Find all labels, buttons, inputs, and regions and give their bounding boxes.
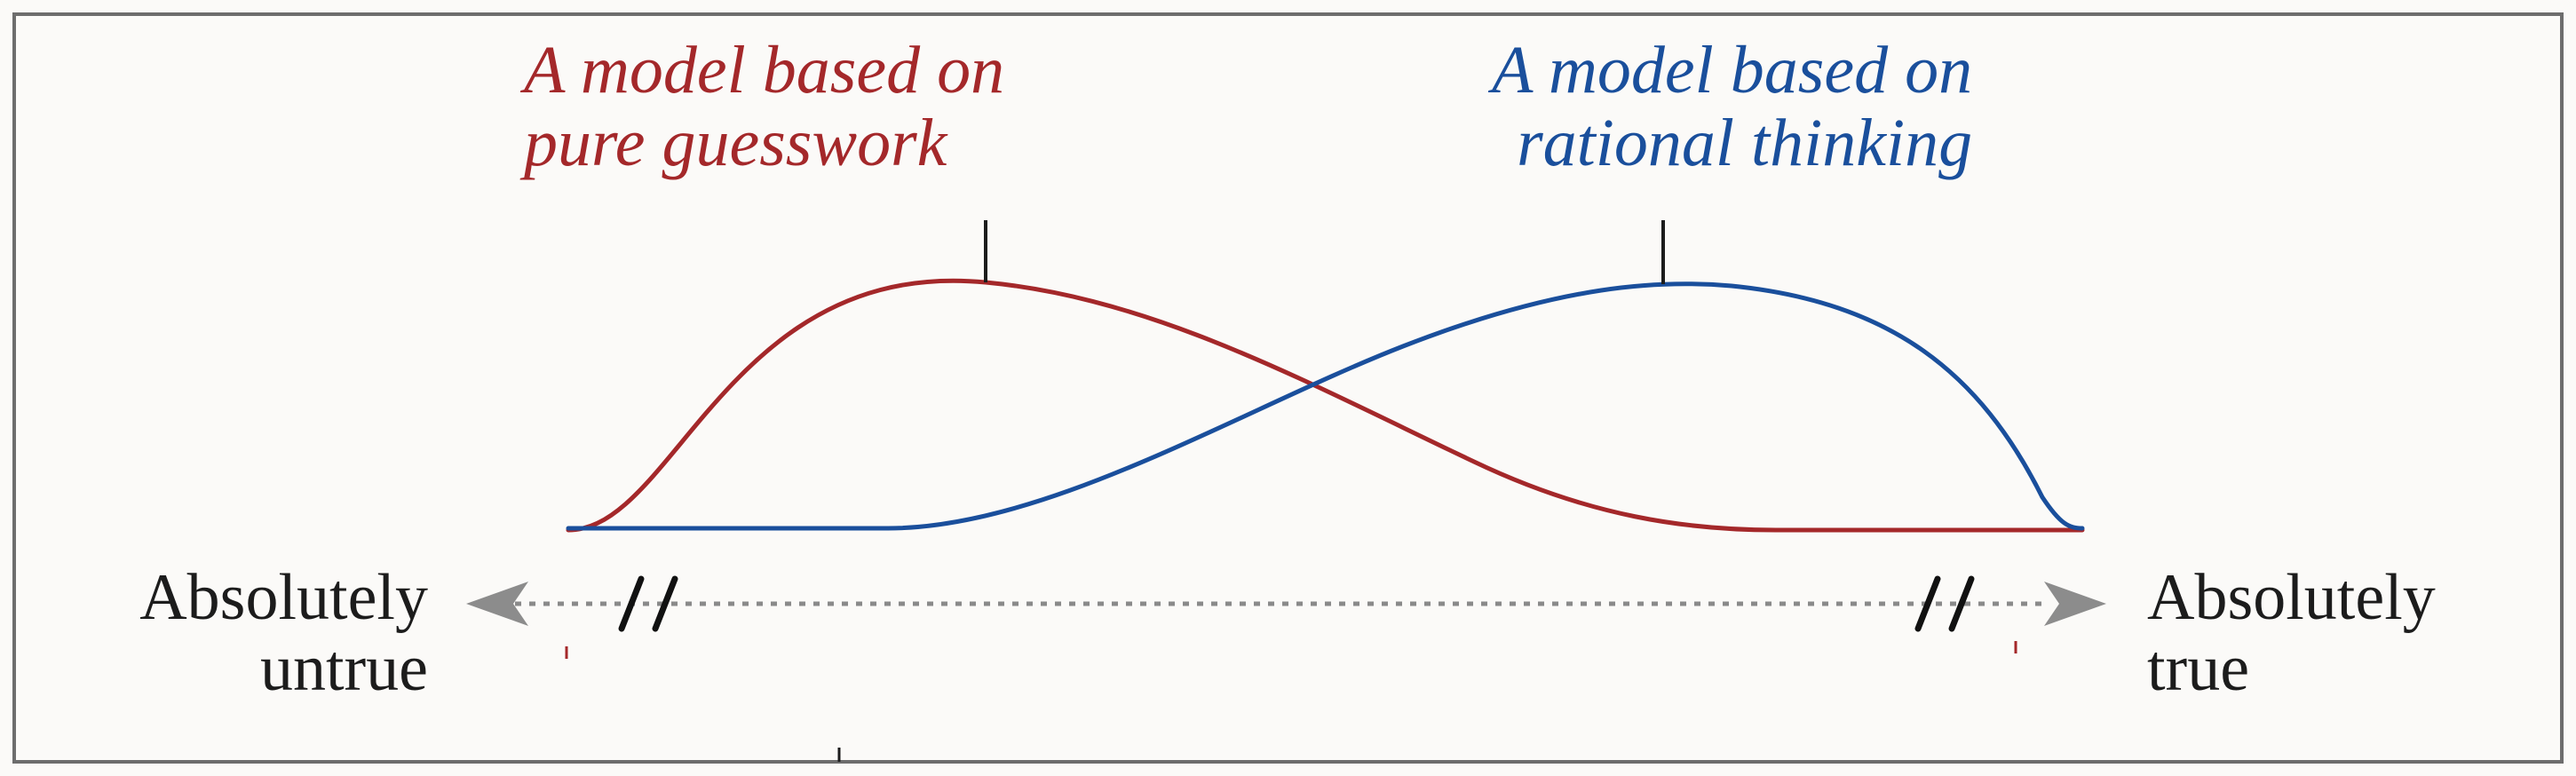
absolutely-true-label: Absolutely true	[2147, 561, 2436, 705]
axis-break-left	[618, 575, 678, 632]
diagram-frame	[12, 12, 2564, 764]
true-label-line2: true	[2147, 631, 2250, 705]
guesswork-model-label: A model based on pure guesswork	[524, 34, 1004, 179]
untrue-label-line2: untrue	[259, 631, 428, 705]
rational-label-line2: rational thinking	[1517, 106, 1973, 181]
axis-right-arrowhead	[2044, 582, 2106, 626]
guesswork-label-line2: pure guesswork	[524, 106, 947, 181]
absolutely-untrue-label: Absolutely untrue	[55, 561, 428, 705]
untrue-label-line1: Absolutely	[139, 561, 428, 634]
guesswork-label-line1: A model based on	[524, 33, 1005, 107]
true-label-line1: Absolutely	[2147, 561, 2436, 634]
axis-left-arrowhead	[466, 582, 528, 626]
rational-model-label: A model based on rational thinking	[1492, 34, 1972, 179]
rational-curve	[566, 281, 2085, 531]
guesswork-curve	[566, 278, 2085, 533]
rational-label-line1: A model based on	[1492, 33, 1973, 107]
axis-break-right	[1914, 575, 1975, 632]
